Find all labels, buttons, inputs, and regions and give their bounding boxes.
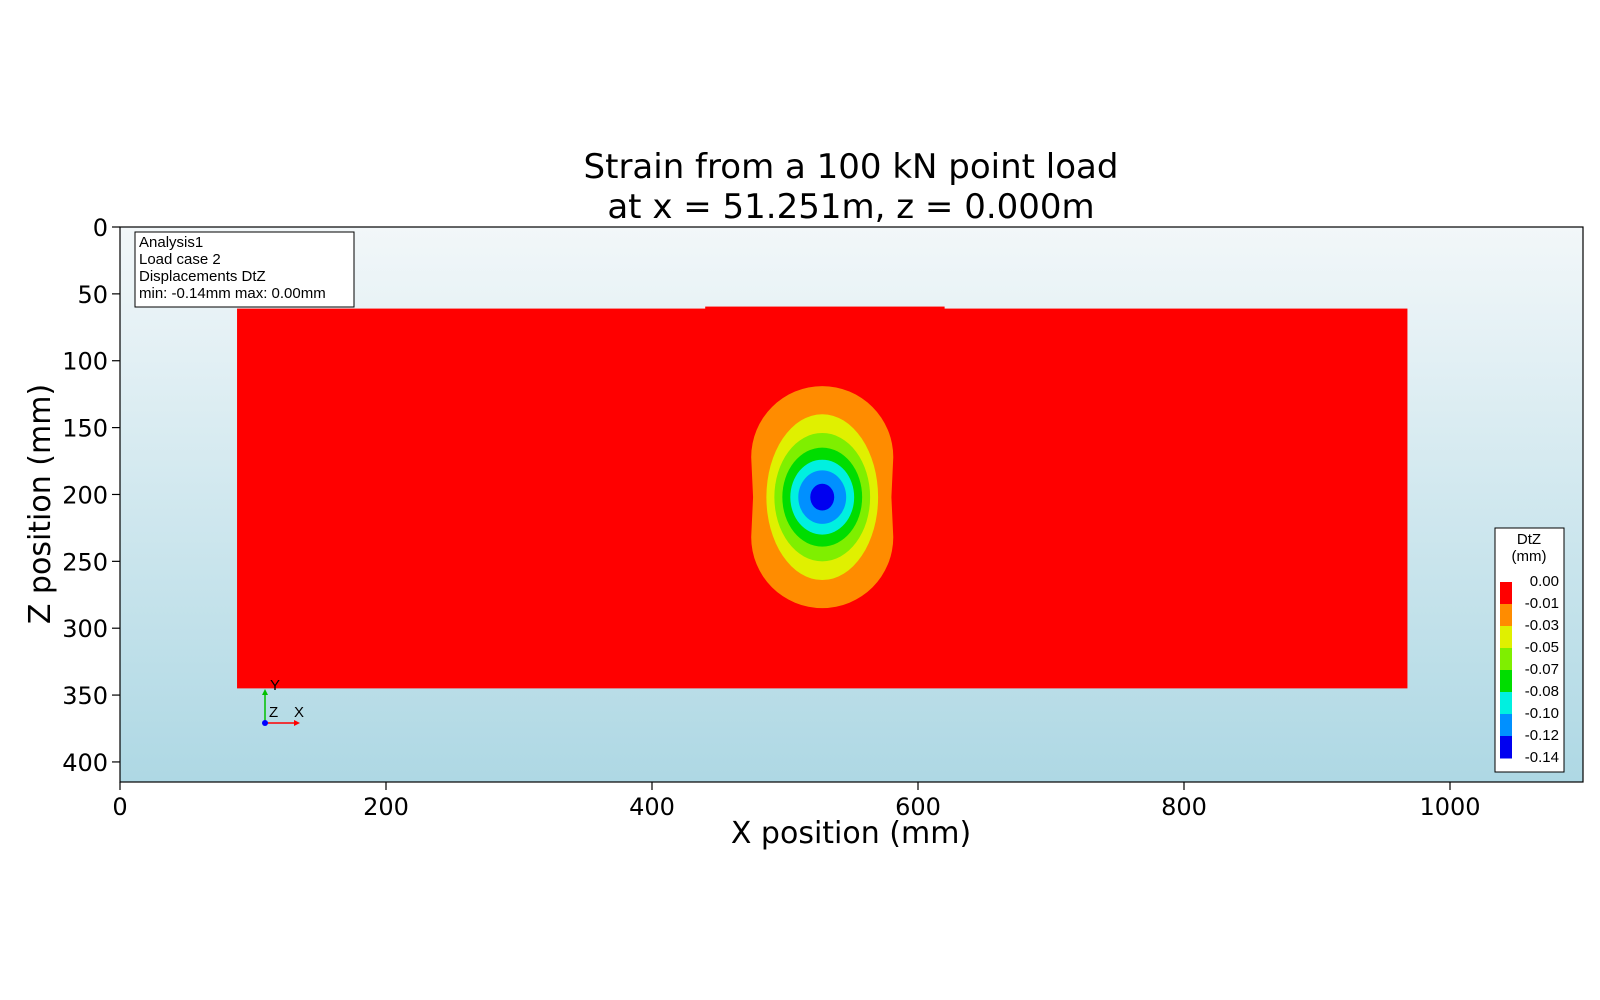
colorbar-label: 0.00 bbox=[1530, 573, 1559, 590]
y-tick-label: 100 bbox=[62, 348, 108, 376]
y-tick-label: 400 bbox=[62, 749, 108, 777]
y-tick-label: 0 bbox=[93, 214, 108, 242]
colorbar-swatch bbox=[1500, 714, 1512, 737]
y-tick-label: 50 bbox=[77, 281, 108, 309]
colorbar-label: -0.10 bbox=[1525, 705, 1559, 722]
x-tick-label: 200 bbox=[363, 793, 409, 821]
y-tick-label: 300 bbox=[62, 615, 108, 643]
colorbar-swatch bbox=[1500, 626, 1512, 649]
colorbar-label: -0.01 bbox=[1525, 595, 1559, 612]
triad-y-label: Y bbox=[270, 677, 280, 694]
info-box-line-2: Load case 2 bbox=[139, 251, 221, 268]
colorbar-title-line-2: (mm) bbox=[1512, 548, 1547, 565]
x-tick-label: 600 bbox=[895, 793, 941, 821]
triad-x-label: X bbox=[294, 704, 304, 721]
info-box-line-1: Analysis1 bbox=[139, 234, 203, 251]
chart-title-line-1: Strain from a 100 kN point load bbox=[584, 147, 1119, 187]
x-tick-label: 400 bbox=[629, 793, 675, 821]
colorbar-label: -0.12 bbox=[1525, 727, 1559, 744]
y-tick-label: 150 bbox=[62, 415, 108, 443]
triad-origin bbox=[262, 720, 268, 726]
x-tick-label: 0 bbox=[112, 793, 127, 821]
plot-frame bbox=[119, 226, 1584, 783]
axis-triad: Y Z X bbox=[262, 677, 304, 726]
triad-y-arrowhead bbox=[262, 689, 268, 695]
colorbar-swatch bbox=[1500, 692, 1512, 715]
colorbar: DtZ (mm) 0.00 -0.01 -0.03 -0.05 -0.07 -0.08 -0… bbox=[1494, 527, 1565, 773]
colorbar-label: -0.08 bbox=[1525, 683, 1559, 700]
colorbar-swatch bbox=[1500, 648, 1512, 671]
info-box-line-3: Displacements DtZ bbox=[139, 268, 266, 285]
info-box: Analysis1 Load case 2 Displacements DtZ … bbox=[134, 231, 355, 308]
triad-x-arrowhead bbox=[294, 720, 300, 726]
x-axis-label: X position (mm) bbox=[731, 816, 971, 851]
x-tick-label: 1000 bbox=[1419, 793, 1480, 821]
x-tick-label: 800 bbox=[1161, 793, 1207, 821]
colorbar-label: -0.07 bbox=[1525, 661, 1559, 678]
y-tick-label: 250 bbox=[62, 548, 108, 576]
colorbar-swatch bbox=[1500, 582, 1512, 605]
colorbar-swatch bbox=[1500, 604, 1512, 627]
load-plate bbox=[705, 306, 945, 310]
colorbar-swatch bbox=[1500, 736, 1512, 759]
triad-z-label: Z bbox=[269, 704, 278, 721]
chart-title-line-2: at x = 51.251m, z = 0.000m bbox=[607, 187, 1094, 227]
info-box-line-4: min: -0.14mm max: 0.00mm bbox=[139, 285, 326, 302]
colorbar-swatch bbox=[1500, 670, 1512, 693]
colorbar-label: -0.03 bbox=[1525, 617, 1559, 634]
colorbar-title-line-1: DtZ bbox=[1517, 531, 1541, 548]
colorbar-label: -0.05 bbox=[1525, 639, 1559, 656]
y-tick-label: 200 bbox=[62, 481, 108, 509]
y-tick-label: 350 bbox=[62, 682, 108, 710]
contour-band-7 bbox=[810, 483, 835, 511]
colorbar-label: -0.14 bbox=[1525, 749, 1559, 766]
y-axis-label: Z position (mm) bbox=[23, 384, 58, 624]
